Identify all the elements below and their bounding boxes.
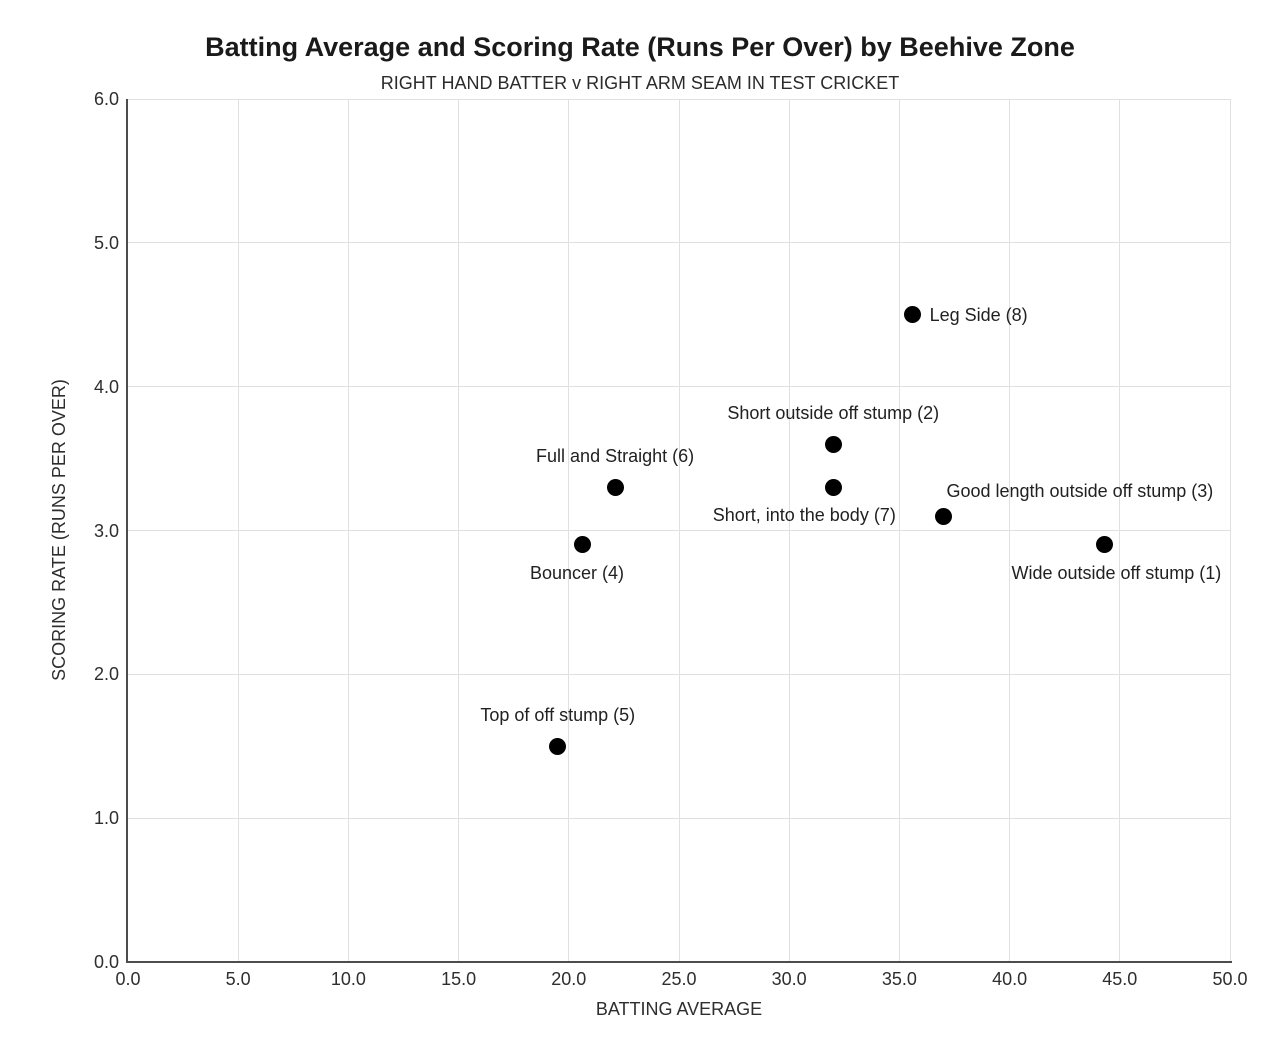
y-axis-line (126, 99, 128, 963)
x-tick-label: 35.0 (881, 969, 917, 989)
x-tick-label: 45.0 (1102, 969, 1138, 989)
x-tick-label: 30.0 (771, 969, 807, 989)
data-point (934, 507, 952, 525)
data-point (824, 478, 842, 496)
x-axis-title: BATTING AVERAGE (595, 999, 763, 1019)
x-tick-label: 40.0 (992, 969, 1028, 989)
data-point (824, 435, 842, 453)
data-point (573, 536, 591, 554)
gridline-horizontal (128, 386, 1230, 388)
chart-subtitle: RIGHT HAND BATTER v RIGHT ARM SEAM IN TE… (380, 73, 900, 93)
plot-area: Wide outside off stump (1) Short outside … (128, 98, 1231, 962)
data-point (904, 306, 922, 324)
data-point-label: Top of off stump (5) (480, 705, 636, 726)
y-tick-label: 6.0 (93, 89, 119, 109)
x-axis-line (126, 961, 1232, 963)
data-point-label: Full and Straight (6) (536, 446, 695, 467)
data-point-label: Leg Side (8) (929, 304, 1028, 325)
data-point-label: Wide outside off stump (1) (1011, 562, 1222, 583)
gridline-vertical (1229, 99, 1231, 962)
x-tick-label: 50.0 (1212, 969, 1248, 989)
data-point (1095, 536, 1113, 554)
y-tick-label: 0.0 (93, 952, 119, 972)
x-tick-label: 0.0 (115, 969, 141, 989)
y-tick-label: 5.0 (93, 232, 119, 253)
y-tick-label: 4.0 (93, 376, 119, 397)
gridline-horizontal (128, 817, 1230, 819)
x-tick-label: 15.0 (441, 969, 477, 989)
y-tick-label: 2.0 (93, 664, 119, 685)
data-point (606, 478, 624, 496)
data-point-label: Bouncer (4) (529, 562, 625, 583)
y-tick-label: 1.0 (93, 808, 119, 829)
x-tick-label: 5.0 (225, 969, 251, 989)
x-tick-label: 20.0 (551, 969, 587, 989)
data-point (549, 737, 567, 755)
gridline-horizontal (128, 530, 1230, 531)
data-point-label: Short outside off stump (2) (727, 403, 940, 424)
x-tick-label: 25.0 (661, 969, 697, 989)
x-tick-label: 10.0 (330, 969, 366, 989)
gridline-horizontal (128, 98, 1230, 100)
gridline-horizontal (128, 242, 1230, 244)
data-point-label: Short, into the body (7) (712, 505, 896, 526)
gridline-horizontal (128, 673, 1230, 675)
y-axis-title: SCORING RATE (RUNS PER OVER) (49, 379, 69, 681)
y-tick-label: 3.0 (93, 520, 119, 541)
data-point-label: Good length outside off stump (3) (946, 481, 1214, 502)
chart-title: Batting Average and Scoring Rate (Runs P… (205, 32, 1075, 62)
